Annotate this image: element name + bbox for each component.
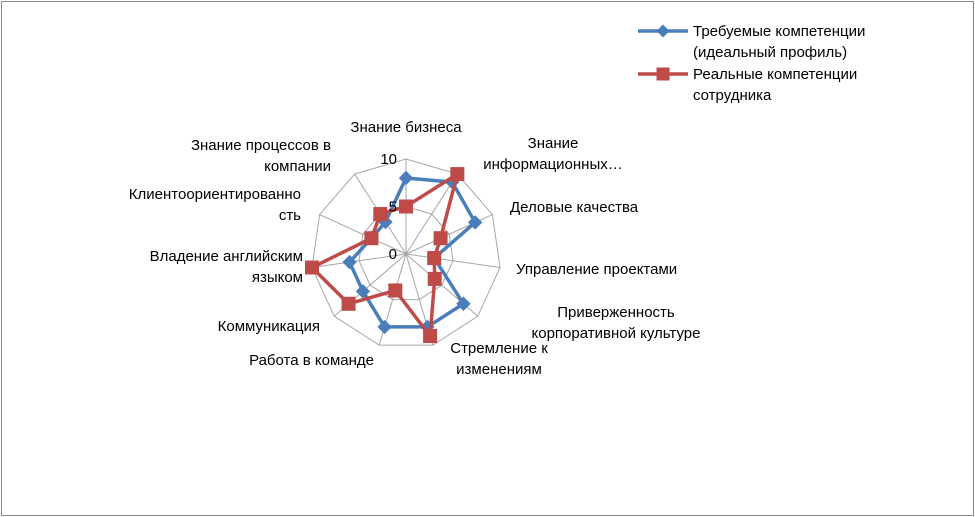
tick-label: 0: [389, 246, 397, 263]
category-label: Клиентоориентированно сть: [129, 186, 301, 224]
legend-marker: [656, 24, 670, 38]
tick-label: 5: [389, 199, 397, 216]
legend-label: Требуемые компетенции (идеальный профиль): [693, 23, 865, 61]
data-point: [467, 215, 483, 230]
series-2: [304, 167, 465, 344]
category-label: Знание процессов в компании: [191, 137, 331, 175]
data-point: [304, 260, 319, 275]
radar-series: [304, 167, 483, 344]
legend-entry-2: Реальные компетенции сотрудника: [638, 66, 857, 104]
legend: Требуемые компетенции (идеальный профиль)…: [638, 23, 865, 104]
category-label: Владение английским языком: [150, 248, 303, 286]
data-point: [427, 251, 442, 266]
legend-marker: [656, 67, 670, 81]
data-point: [450, 167, 465, 182]
category-label: Приверженность корпоративной культуре: [532, 304, 701, 342]
category-label: Знание информационных…: [483, 135, 623, 173]
legend-entry-1: Требуемые компетенции (идеальный профиль): [638, 23, 865, 61]
data-point: [399, 199, 413, 214]
category-label: Стремление к изменениям: [450, 340, 548, 378]
data-point: [398, 170, 414, 186]
category-label: Коммуникация: [218, 318, 320, 335]
data-point: [342, 254, 357, 270]
grid-ring-1: [358, 205, 454, 301]
category-labels: Знание бизнеса Знание информационных… Делов…: [129, 119, 701, 378]
data-point: [364, 231, 379, 246]
series-1: [342, 170, 483, 335]
tick-labels: 0 5 10: [380, 151, 397, 263]
tick-label: 10: [380, 151, 397, 168]
data-point: [427, 271, 442, 286]
category-label: Деловые качества: [510, 199, 639, 216]
data-point: [355, 284, 371, 299]
data-point: [341, 296, 356, 311]
category-label: Управление проектами: [516, 261, 677, 278]
category-label: Знание бизнеса: [350, 119, 462, 136]
data-point: [388, 283, 403, 298]
grid-spoke: [319, 214, 407, 255]
data-point: [373, 207, 388, 222]
grid-spoke: [405, 253, 501, 269]
grid-ring-2: [311, 158, 501, 346]
category-label: Работа в команде: [249, 352, 374, 369]
data-point: [456, 296, 471, 311]
data-point: [377, 319, 392, 335]
grid-spoke: [405, 173, 458, 255]
data-point: [423, 329, 438, 344]
legend-label: Реальные компетенции сотрудника: [693, 66, 857, 104]
grid-spoke: [311, 253, 407, 269]
data-point: [433, 231, 448, 246]
